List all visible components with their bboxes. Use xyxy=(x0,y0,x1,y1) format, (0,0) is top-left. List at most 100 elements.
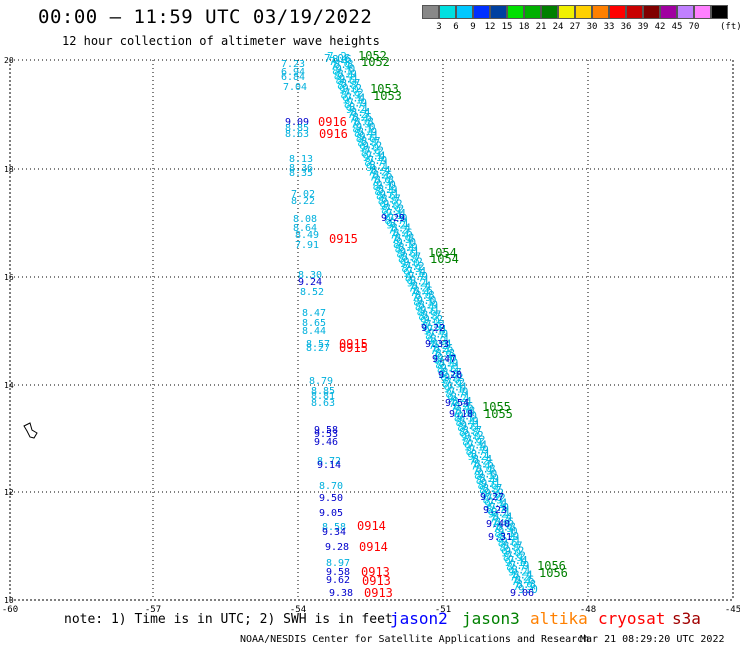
east-track-reading: 8.8 xyxy=(439,368,459,381)
east-track-reading: 7.2 xyxy=(347,108,367,121)
cryosat-time-label: 0914 xyxy=(359,540,388,554)
east-track-reading: 7.9 xyxy=(368,154,388,167)
east-track-reading: 8.6 xyxy=(457,421,477,434)
east-track-reading: 8.1 xyxy=(474,469,494,482)
east-track-reading: 9.2 xyxy=(427,334,447,347)
east-track-reading: 9.1 xyxy=(379,188,399,201)
color-scale-label: 12 xyxy=(484,22,496,32)
legend-item-jason2: jason2 xyxy=(390,609,448,628)
west-track-value: 9.62 xyxy=(326,575,350,586)
legend-item-s3a: s3a xyxy=(672,609,701,628)
east-track-reading: 9.1 xyxy=(339,72,359,85)
east-track-reading: 8.4 xyxy=(496,532,516,545)
east-track-reading: 8.8 xyxy=(455,405,475,418)
east-track-reading: 7.9 xyxy=(469,443,489,456)
east-track-reading: 8.9 xyxy=(499,530,519,543)
east-track-reading: 8.7 xyxy=(381,193,401,206)
east-track-reading: 9.2 xyxy=(464,429,484,442)
east-track-reading: 8.8 xyxy=(374,173,394,186)
west-track-value: 8.49 xyxy=(295,230,319,241)
cryosat-time-label: 0915 xyxy=(339,341,368,355)
east-track-reading: 8.9 xyxy=(479,472,499,485)
east-track-reading: 8.6 xyxy=(474,458,494,471)
map-grid xyxy=(9,59,734,601)
east-track-reading: 8.4 xyxy=(334,69,354,82)
east-track-reading: 8.9 xyxy=(418,299,438,312)
east-track-reading: 8.8 xyxy=(395,231,415,244)
east-track-reading: 7.2 xyxy=(466,434,486,447)
east-track-reading: 8.1 xyxy=(410,275,430,288)
color-scale-box xyxy=(507,5,524,19)
east-track-reading: 8.6 xyxy=(437,363,457,376)
color-scale-label: 3 xyxy=(436,22,442,32)
cryosat-time-label: 0914 xyxy=(357,519,386,533)
east-track-reading: 8.7 xyxy=(442,366,462,379)
east-track-reading: 8.8 xyxy=(398,252,418,265)
west-track-value: 9.46 xyxy=(314,437,338,448)
east-track-reading: 8.4 xyxy=(493,511,513,524)
east-track-reading: 8.9 xyxy=(439,357,459,370)
east-track-reading: 7.4 xyxy=(430,344,450,357)
jason3-time-label: 1054 xyxy=(428,246,457,260)
east-track-reading: 8.9 xyxy=(483,493,503,506)
east-track-reading: 8.9 xyxy=(422,320,442,333)
color-scale-label: 30 xyxy=(586,22,598,32)
east-track-reading: 7.4 xyxy=(511,575,531,588)
east-track-reading: 8.9 xyxy=(398,241,418,254)
east-track-value: 9.28 xyxy=(438,370,462,381)
color-scale-box xyxy=(660,5,677,19)
east-track-reading: 8.1 xyxy=(471,448,491,461)
color-scale-box xyxy=(558,5,575,19)
west-track-value: 9.05 xyxy=(319,508,343,519)
page-title: 00:00 – 11:59 UTC 03/19/2022 xyxy=(38,6,373,28)
x-tick-label: -60 xyxy=(2,605,18,615)
east-track-reading: 7.9 xyxy=(351,117,371,130)
west-track-value: 8.22 xyxy=(291,196,315,207)
east-track-reading: 7.9 xyxy=(432,349,452,362)
east-track-reading: 8.8 xyxy=(516,578,536,591)
east-track-reading: 8.4 xyxy=(374,185,394,198)
color-scale-box xyxy=(694,5,711,19)
east-track-reading: 8.6 xyxy=(373,169,393,182)
east-track-value: 9.40 xyxy=(486,519,510,530)
east-track-reading: 8.8 xyxy=(415,289,435,302)
east-track-reading: 8.6 xyxy=(515,573,535,586)
color-scale-box xyxy=(473,5,490,19)
east-track-reading: 7.2 xyxy=(506,549,526,562)
east-track-reading: 7.9 xyxy=(489,501,509,514)
east-track-reading: 8.7 xyxy=(445,387,465,400)
color-scale-label: 21 xyxy=(535,22,547,32)
east-track-reading: 8.4 xyxy=(513,569,533,582)
east-track-reading: 7.2 xyxy=(364,145,384,158)
east-track-reading: 7.9 xyxy=(452,407,472,420)
east-track-reading: 7.2 xyxy=(327,50,347,63)
east-track-reading: 7.9 xyxy=(347,96,367,109)
west-track-value: 8.47 xyxy=(302,308,326,319)
east-track-reading: 8.7 xyxy=(466,445,486,458)
east-track-reading: 8.9 xyxy=(401,262,421,275)
east-track-reading: 8.8 xyxy=(354,116,374,129)
east-track-reading: 9.0 xyxy=(396,236,416,249)
east-track-reading: 8.8 xyxy=(357,137,377,150)
east-track-reading: 8.6 xyxy=(477,479,497,492)
east-track-reading: 9.0 xyxy=(457,410,477,423)
east-track-reading: 8.4 xyxy=(395,243,415,256)
east-track-reading: 7.4 xyxy=(369,170,389,183)
east-track-reading: 8.4 xyxy=(351,106,371,119)
east-track-reading: 7.9 xyxy=(408,270,428,283)
east-track-reading: 8.6 xyxy=(413,284,433,297)
west-track-value: 9.09 xyxy=(285,117,309,128)
legend-item-jason3: jason3 xyxy=(462,609,520,628)
color-scale-box xyxy=(490,5,507,19)
east-track-value: 9.18 xyxy=(449,409,473,420)
west-track-value: 9.34 xyxy=(322,527,346,538)
east-track-reading: 8.1 xyxy=(454,411,474,424)
credit-line: NOAA/NESDIS Center for Satellite Applica… xyxy=(240,634,590,645)
jason3-time-label: 1053 xyxy=(373,89,402,103)
footnote: note: 1) Time is in UTC; 2) SWH is in fe… xyxy=(64,612,393,627)
color-scale-box xyxy=(677,5,694,19)
color-scale-box xyxy=(711,5,728,19)
east-track-reading: 9.2 xyxy=(508,566,528,579)
west-track-value: 8.65 xyxy=(302,318,326,329)
color-scale-box xyxy=(592,5,609,19)
